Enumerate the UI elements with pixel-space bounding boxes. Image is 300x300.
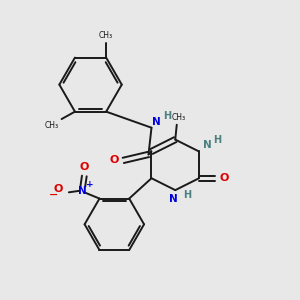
Text: −: −: [49, 190, 59, 200]
Text: H: H: [163, 111, 171, 121]
Text: H: H: [213, 135, 221, 145]
Text: CH₃: CH₃: [45, 122, 59, 130]
Text: N: N: [79, 186, 87, 196]
Text: N: N: [152, 117, 161, 127]
Text: O: O: [110, 155, 119, 165]
Text: H: H: [184, 190, 192, 200]
Text: N: N: [202, 140, 211, 150]
Text: CH₃: CH₃: [99, 31, 113, 40]
Text: +: +: [85, 180, 93, 189]
Text: O: O: [80, 162, 89, 172]
Text: N: N: [169, 194, 178, 204]
Text: O: O: [53, 184, 63, 194]
Text: O: O: [220, 173, 229, 183]
Text: CH₃: CH₃: [171, 113, 185, 122]
